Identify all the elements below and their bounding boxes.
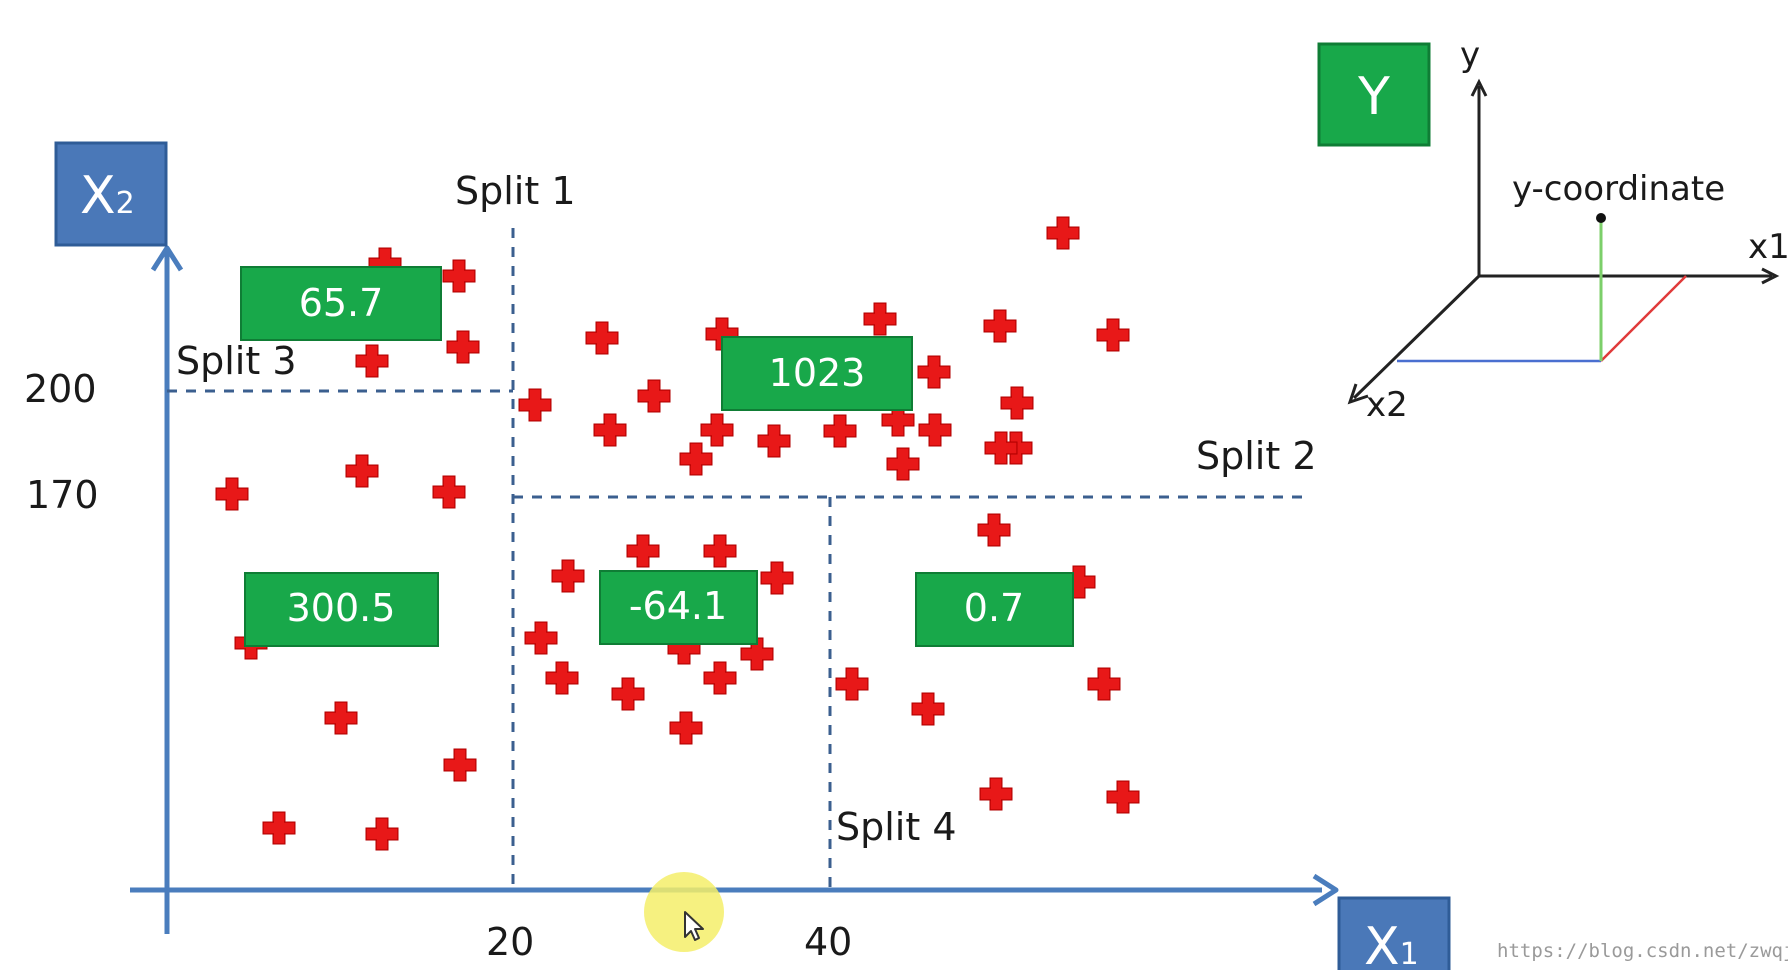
value-box-1023: 1023 bbox=[721, 336, 913, 411]
cursor-highlight bbox=[644, 872, 724, 952]
inset-x2-axis bbox=[1352, 274, 1481, 400]
data-point-cross-31 bbox=[262, 811, 296, 845]
split2-label: Split 2 bbox=[1196, 434, 1317, 478]
data-point-cross-33 bbox=[551, 559, 585, 593]
inset-x1-arrowhead bbox=[1761, 267, 1780, 285]
data-point-cross-11 bbox=[700, 413, 734, 447]
split4-label: Split 4 bbox=[836, 805, 957, 849]
watermark: https://blog.csdn.net/zwqjoy bbox=[1497, 940, 1788, 962]
data-point-cross-17 bbox=[917, 355, 951, 389]
x2-axis-box: X2 bbox=[54, 141, 168, 247]
data-point-cross-39 bbox=[611, 677, 645, 711]
data-point-cross-10 bbox=[863, 302, 897, 336]
x1-label-main: X bbox=[1364, 917, 1400, 970]
x-tick-20: 20 bbox=[486, 920, 534, 964]
data-point-cross-30 bbox=[443, 748, 477, 782]
inset-x1-label: x1 bbox=[1748, 227, 1788, 267]
data-point-cross-4 bbox=[446, 330, 480, 364]
data-point-cross-13 bbox=[757, 424, 791, 458]
data-point-cross-35 bbox=[703, 534, 737, 568]
data-point-cross-43 bbox=[669, 711, 703, 745]
split-lines bbox=[167, 228, 1308, 890]
data-point-cross-20 bbox=[1046, 216, 1080, 250]
x1-label-sub: 1 bbox=[1400, 937, 1419, 970]
split1-label: Split 1 bbox=[455, 169, 576, 213]
data-point-cross-12 bbox=[679, 442, 713, 476]
data-point-cross-48 bbox=[1087, 667, 1121, 701]
svg-text:X2: X2 bbox=[80, 166, 135, 226]
data-point-cross-8 bbox=[637, 379, 671, 413]
data-point-cross-6 bbox=[585, 321, 619, 355]
inset-red-projection bbox=[1600, 275, 1687, 362]
x1-axis-box: X1 bbox=[1337, 896, 1451, 970]
x-axis-arrowhead bbox=[1312, 873, 1339, 907]
value-0-7: 0.7 bbox=[964, 586, 1024, 630]
data-point-cross-2 bbox=[442, 259, 476, 293]
data-point-cross-29 bbox=[324, 701, 358, 735]
data-point-cross-38 bbox=[545, 661, 579, 695]
inset-y-arrowhead bbox=[1470, 78, 1488, 97]
value-box-65-7: 65.7 bbox=[240, 266, 442, 341]
data-point-cross-37 bbox=[524, 621, 558, 655]
x2-label-main: X bbox=[80, 166, 116, 226]
data-point-cross-19 bbox=[983, 309, 1017, 343]
data-point-cross-46 bbox=[835, 667, 869, 701]
x2-label-sub: 2 bbox=[116, 186, 135, 221]
y-tick-200: 200 bbox=[24, 367, 97, 411]
data-point-cross-36 bbox=[760, 561, 794, 595]
value-box-0-7: 0.7 bbox=[915, 572, 1074, 647]
data-point-cross-27 bbox=[432, 475, 466, 509]
data-point-cross-7 bbox=[593, 413, 627, 447]
inset-x2-arrowhead bbox=[1347, 383, 1369, 405]
value-box-neg-64-1: -64.1 bbox=[599, 570, 758, 645]
inset-x2-label: x2 bbox=[1366, 385, 1408, 425]
y-box-label: Y bbox=[1357, 67, 1390, 127]
inset-point bbox=[1596, 213, 1606, 223]
data-point-cross-5 bbox=[518, 388, 552, 422]
inset-3d-diagram: Y y x1 x2 y-coordinate bbox=[1317, 35, 1788, 425]
x-tick-40: 40 bbox=[804, 920, 852, 964]
data-point-cross-41 bbox=[703, 661, 737, 695]
data-point-cross-50 bbox=[1106, 780, 1140, 814]
data-point-cross-24 bbox=[1000, 386, 1034, 420]
split3-label: Split 3 bbox=[176, 339, 297, 383]
data-point-cross-15 bbox=[886, 447, 920, 481]
data-point-cross-26 bbox=[345, 454, 379, 488]
data-point-cross-34 bbox=[626, 534, 660, 568]
inset-point-label: y-coordinate bbox=[1512, 169, 1725, 209]
data-point-cross-47 bbox=[911, 692, 945, 726]
data-point-cross-14 bbox=[823, 414, 857, 448]
data-point-cross-25 bbox=[215, 477, 249, 511]
value-300-5: 300.5 bbox=[287, 586, 396, 630]
data-point-cross-32 bbox=[365, 817, 399, 851]
y-box bbox=[1317, 42, 1431, 147]
svg-text:X1: X1 bbox=[1364, 917, 1419, 970]
mouse-pointer-icon bbox=[684, 911, 704, 941]
y-tick-170: 170 bbox=[26, 473, 99, 517]
value-1023: 1023 bbox=[769, 351, 866, 395]
main-axes bbox=[130, 245, 1339, 934]
inset-y-label: y bbox=[1460, 35, 1480, 75]
y-axis-arrowhead bbox=[150, 245, 184, 272]
data-point-cross-49 bbox=[979, 777, 1013, 811]
data-point-cross-21 bbox=[1096, 318, 1130, 352]
data-point-cross-3 bbox=[355, 344, 389, 378]
value-65-7: 65.7 bbox=[299, 281, 384, 325]
data-point-cross-18 bbox=[918, 413, 952, 447]
data-point-cross-44 bbox=[977, 513, 1011, 547]
value-neg-64-1: -64.1 bbox=[629, 584, 727, 628]
value-box-300-5: 300.5 bbox=[244, 572, 439, 647]
